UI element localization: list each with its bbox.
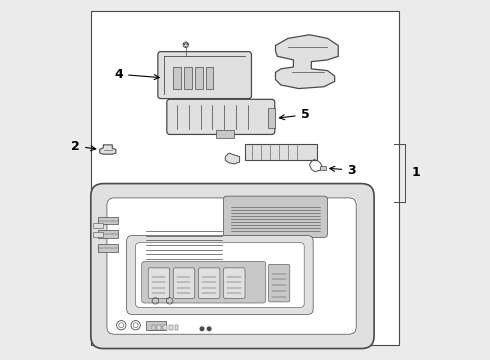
Bar [169,325,172,329]
Bar [163,325,167,329]
Polygon shape [225,153,240,164]
Text: 4: 4 [114,68,159,81]
Bar [157,325,161,329]
Bar [195,67,203,89]
Text: 5: 5 [279,108,309,121]
FancyBboxPatch shape [223,196,327,237]
Text: 1: 1 [412,166,420,179]
Bar [98,230,118,238]
FancyBboxPatch shape [91,184,374,348]
FancyBboxPatch shape [107,198,356,334]
Text: 2: 2 [71,140,96,153]
Polygon shape [100,145,116,154]
Bar [245,144,317,160]
Bar [216,130,234,138]
Bar [205,67,214,89]
Bar [269,108,275,128]
FancyBboxPatch shape [167,99,275,134]
Bar [93,231,103,237]
Circle shape [207,327,211,330]
FancyBboxPatch shape [269,264,290,302]
FancyBboxPatch shape [136,243,304,307]
Bar [175,325,178,329]
Bar [93,223,103,228]
Bar [320,166,326,170]
Bar [91,12,399,345]
FancyBboxPatch shape [198,268,220,298]
FancyBboxPatch shape [148,268,170,298]
Bar [147,321,166,330]
FancyBboxPatch shape [173,268,195,298]
Bar [152,325,155,329]
Polygon shape [275,35,338,89]
FancyBboxPatch shape [223,268,245,298]
Bar [98,217,118,225]
Bar [98,244,118,252]
FancyBboxPatch shape [126,235,313,315]
Bar [184,67,192,89]
Circle shape [200,327,204,330]
Circle shape [183,42,188,47]
FancyBboxPatch shape [158,51,251,99]
Text: 3: 3 [330,163,356,176]
FancyBboxPatch shape [142,261,266,303]
Bar [173,67,181,89]
